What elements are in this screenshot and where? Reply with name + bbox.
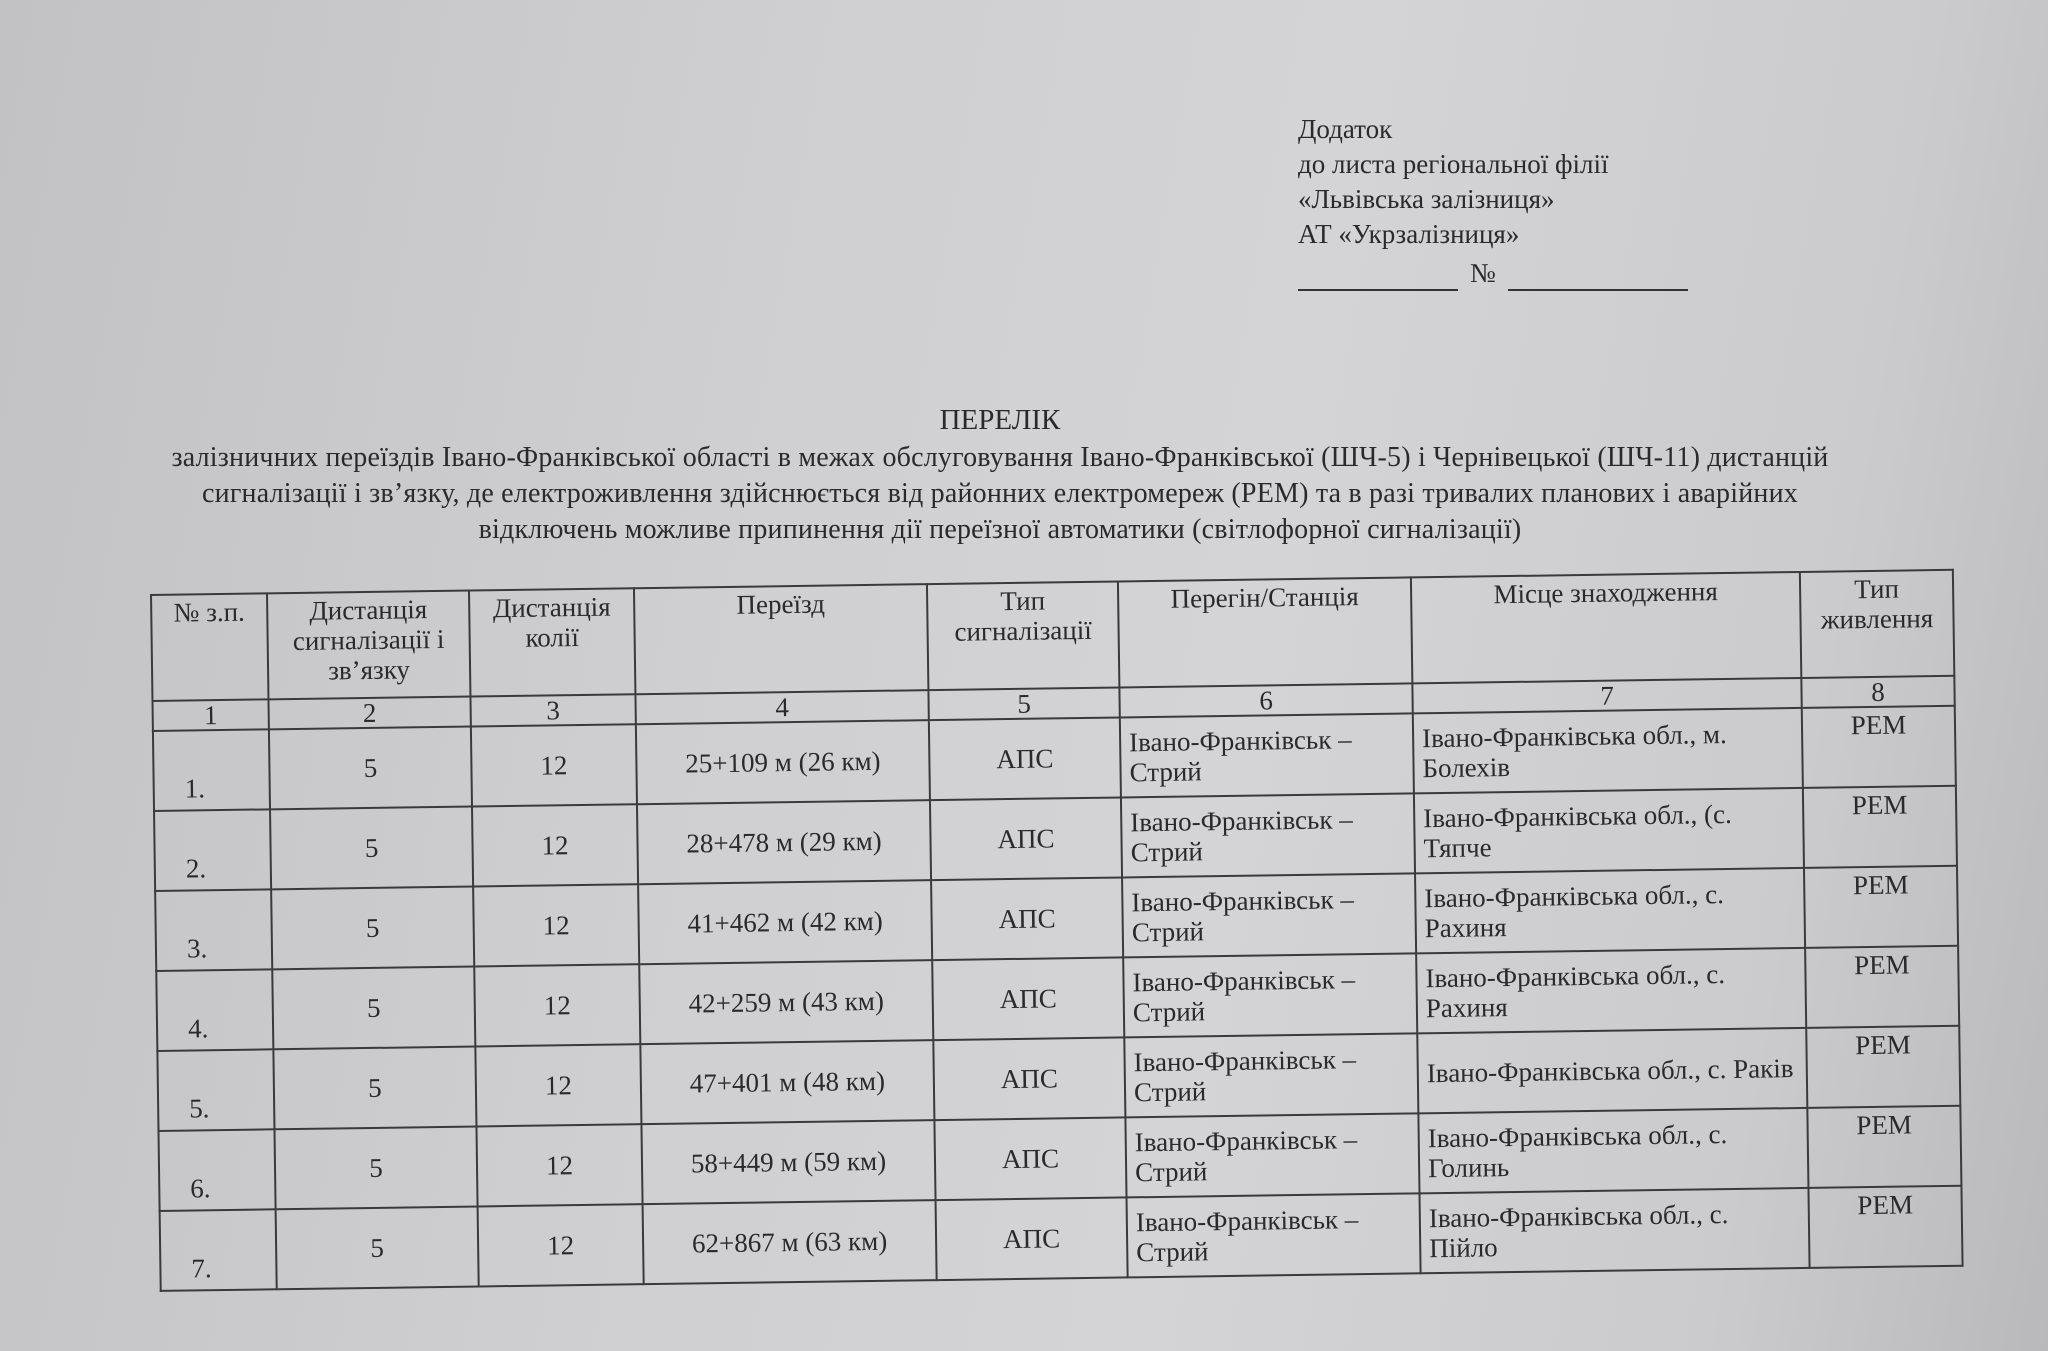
track-distance-cell: 12 [471, 804, 639, 887]
row-number-cell: 5. [157, 1049, 275, 1131]
row-number-cell: 1. [152, 729, 271, 811]
signal-distance-cell: 5 [271, 886, 475, 970]
row-number-cell: 2. [154, 809, 272, 891]
power-type-cell: РЕМ [1807, 1105, 1962, 1188]
column-number: 8 [1801, 675, 1955, 708]
column-header: Тип живлення [1799, 569, 1955, 678]
track-distance-cell: 12 [474, 964, 641, 1047]
column-number: 5 [928, 687, 1120, 721]
signal-distance-cell: 5 [275, 1206, 479, 1290]
crossing-cell: 28+478 м (29 км) [636, 800, 932, 885]
section-station-cell: Івано-Франківськ – Стрий [1126, 1193, 1421, 1278]
location-cell: Івано-Франківська обл., с. Раків [1417, 1027, 1808, 1114]
title-description: залізничних переїздів Івано-Франківської… [171, 442, 1829, 545]
track-distance-cell: 12 [475, 1044, 642, 1127]
power-type-cell: РЕМ [1806, 1025, 1961, 1108]
signal-type-cell: АПС [932, 957, 1125, 1041]
title-heading: ПЕРЕЛІК [939, 404, 1061, 436]
location-cell: Івано-Франківська обл., с. Рахиня [1415, 867, 1806, 954]
crossing-cell: 42+259 м (43 км) [639, 960, 934, 1045]
row-number-cell: 7. [159, 1209, 277, 1291]
row-number-cell: 6. [158, 1129, 276, 1211]
annex-line: «Львівська залізниця» [1298, 184, 1555, 214]
annex-line: АТ «Укрзалізниця» [1298, 219, 1520, 249]
column-header: Дистанція сигналізації і зв’язку [267, 590, 471, 700]
document-title: ПЕРЕЛІК залізничних переїздів Івано-Фран… [150, 402, 1850, 548]
letter-number-line: № [1298, 256, 1688, 291]
column-number: 2 [268, 696, 471, 730]
location-cell: Івано-Франківська обл., м. Болехів [1412, 707, 1803, 794]
signal-distance-cell: 5 [268, 726, 472, 810]
column-header: № з.п. [151, 593, 269, 701]
power-type-cell: РЕМ [1802, 785, 1957, 868]
track-distance-cell: 12 [473, 884, 640, 967]
track-distance-cell: 12 [476, 1124, 643, 1207]
power-type-cell: РЕМ [1805, 945, 1960, 1028]
signal-distance-cell: 5 [270, 806, 474, 890]
column-header: Перегін/Станція [1117, 577, 1413, 688]
number-blank [1507, 263, 1688, 291]
location-cell: Івано-Франківська обл., с. Пійло [1419, 1187, 1810, 1274]
signal-type-cell: АПС [933, 1037, 1126, 1121]
signal-distance-cell: 5 [273, 1046, 477, 1130]
location-cell: Івано-Франківська обл., с. Рахиня [1416, 947, 1807, 1034]
section-station-cell: Івано-Франківськ – Стрий [1125, 1113, 1420, 1198]
annex-line: до листа регіональної філії [1298, 149, 1609, 179]
number-sign: № [1470, 258, 1496, 288]
annex-block: Додаток до листа регіональної філії «Льв… [1298, 112, 1688, 291]
power-type-cell: РЕМ [1801, 705, 1956, 788]
crossings-table-wrapper: № з.п. Дистанція сигналізації і зв’язку Ди… [150, 569, 1964, 1292]
location-cell: Івано-Франківська обл., (с. Тяпче [1413, 787, 1804, 874]
section-station-cell: Івано-Франківськ – Стрий [1119, 713, 1414, 798]
crossing-cell: 62+867 м (63 км) [642, 1200, 937, 1285]
signal-type-cell: АПС [928, 717, 1121, 801]
section-station-cell: Івано-Франківськ – Стрий [1124, 1033, 1419, 1118]
track-distance-cell: 12 [470, 724, 637, 807]
crossings-table: № з.п. Дистанція сигналізації і зв’язку Ди… [150, 569, 1964, 1292]
column-header: Тип сигналізації [926, 581, 1120, 691]
track-distance-cell: 12 [477, 1204, 644, 1287]
column-number: 3 [470, 694, 636, 727]
signal-type-cell: АПС [931, 877, 1124, 961]
column-header: Переїзд [633, 584, 929, 695]
power-type-cell: РЕМ [1803, 865, 1959, 948]
section-station-cell: Івано-Франківськ – Стрий [1120, 793, 1416, 878]
crossing-cell: 25+109 м (26 км) [635, 720, 930, 805]
power-type-cell: РЕМ [1808, 1185, 1963, 1268]
date-blank [1298, 263, 1458, 291]
crossing-cell: 58+449 м (59 км) [641, 1120, 936, 1205]
row-number-cell: 4. [156, 969, 274, 1051]
signal-distance-cell: 5 [272, 966, 476, 1050]
section-station-cell: Івано-Франківськ – Стрий [1123, 953, 1418, 1038]
signal-type-cell: АПС [934, 1117, 1127, 1201]
crossing-cell: 41+462 м (42 км) [638, 880, 933, 965]
row-number-cell: 3. [155, 889, 273, 971]
signal-type-cell: АПС [935, 1197, 1128, 1281]
signal-type-cell: АПС [929, 797, 1123, 881]
location-cell: Івано-Франківська обл., с. Голинь [1418, 1107, 1809, 1194]
column-number: 4 [635, 690, 929, 725]
column-header: Місце знаходження [1410, 571, 1802, 684]
column-header: Дистанція колії [468, 588, 636, 697]
annex-line: Додаток [1298, 114, 1393, 144]
signal-distance-cell: 5 [274, 1126, 478, 1210]
section-station-cell: Івано-Франківськ – Стрий [1122, 873, 1417, 958]
column-number: 6 [1119, 683, 1413, 718]
column-number: 1 [152, 699, 269, 731]
crossing-cell: 47+401 м (48 км) [640, 1040, 935, 1125]
